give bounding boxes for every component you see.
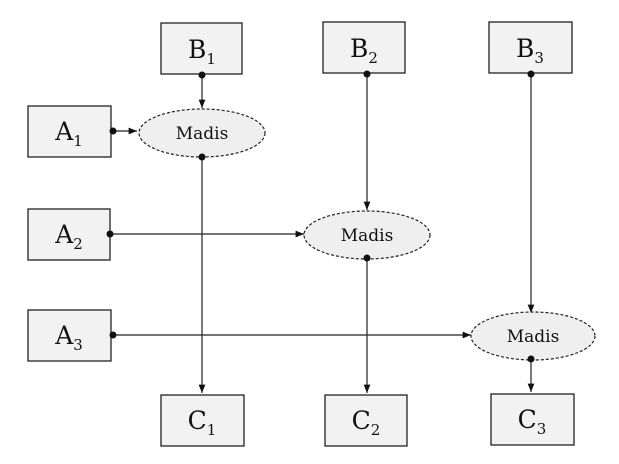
node-b3-label: B bbox=[516, 34, 534, 63]
node-m2: Madis bbox=[303, 210, 431, 260]
node-b3: B3 bbox=[488, 21, 573, 74]
node-b3-subscript: 3 bbox=[534, 49, 544, 67]
node-c1: C1 bbox=[160, 394, 245, 447]
svg-text:C1: C1 bbox=[188, 406, 217, 439]
node-m3-label: Madis bbox=[507, 327, 560, 347]
node-b1-label: B bbox=[188, 35, 206, 64]
node-b2: B2 bbox=[322, 21, 406, 74]
node-c2-subscript: 2 bbox=[371, 421, 381, 439]
svg-text:C2: C2 bbox=[352, 406, 381, 439]
node-a2-label: A bbox=[54, 220, 74, 249]
dot-b2 bbox=[363, 70, 371, 78]
edges bbox=[110, 74, 535, 393]
node-a1-label: A bbox=[54, 117, 74, 146]
dot-b3 bbox=[527, 70, 535, 78]
node-c3-subscript: 3 bbox=[537, 420, 547, 438]
svg-text:A2: A2 bbox=[54, 220, 83, 253]
node-c3: C3 bbox=[490, 393, 575, 446]
node-b2-label: B bbox=[350, 34, 368, 63]
node-a3-subscript: 3 bbox=[73, 336, 83, 354]
node-c1-label: C bbox=[188, 406, 207, 435]
node-a3: A3 bbox=[27, 309, 112, 362]
node-c2-label: C bbox=[352, 406, 371, 435]
node-m1-label: Madis bbox=[176, 124, 229, 144]
node-c1-subscript: 1 bbox=[207, 421, 217, 439]
svg-text:B3: B3 bbox=[516, 34, 544, 67]
node-c3-label: C bbox=[518, 405, 537, 434]
dot-m2 bbox=[363, 254, 371, 262]
node-b1-subscript: 1 bbox=[206, 50, 216, 68]
node-c2: C2 bbox=[324, 394, 408, 447]
dot-b1 bbox=[198, 71, 206, 79]
svg-text:B2: B2 bbox=[350, 34, 378, 67]
dot-a1 bbox=[109, 127, 117, 135]
node-a2-subscript: 2 bbox=[73, 235, 83, 253]
svg-text:B1: B1 bbox=[188, 35, 216, 68]
connection-dots bbox=[106, 70, 535, 363]
svg-text:C3: C3 bbox=[518, 405, 547, 438]
dot-m1 bbox=[198, 153, 206, 161]
node-m3: Madis bbox=[470, 311, 596, 361]
node-m2-label: Madis bbox=[341, 226, 394, 246]
dot-a2 bbox=[106, 230, 114, 238]
node-a1-subscript: 1 bbox=[73, 132, 83, 150]
node-b1: B1 bbox=[160, 22, 243, 75]
dot-a3 bbox=[109, 331, 117, 339]
node-m1: Madis bbox=[138, 108, 266, 158]
node-a3-label: A bbox=[54, 321, 74, 350]
svg-text:A3: A3 bbox=[54, 321, 83, 354]
dot-m3 bbox=[527, 355, 535, 363]
node-b2-subscript: 2 bbox=[368, 49, 378, 67]
node-a1: A1 bbox=[27, 105, 112, 158]
svg-text:A1: A1 bbox=[54, 117, 83, 150]
node-a2: A2 bbox=[27, 208, 111, 261]
